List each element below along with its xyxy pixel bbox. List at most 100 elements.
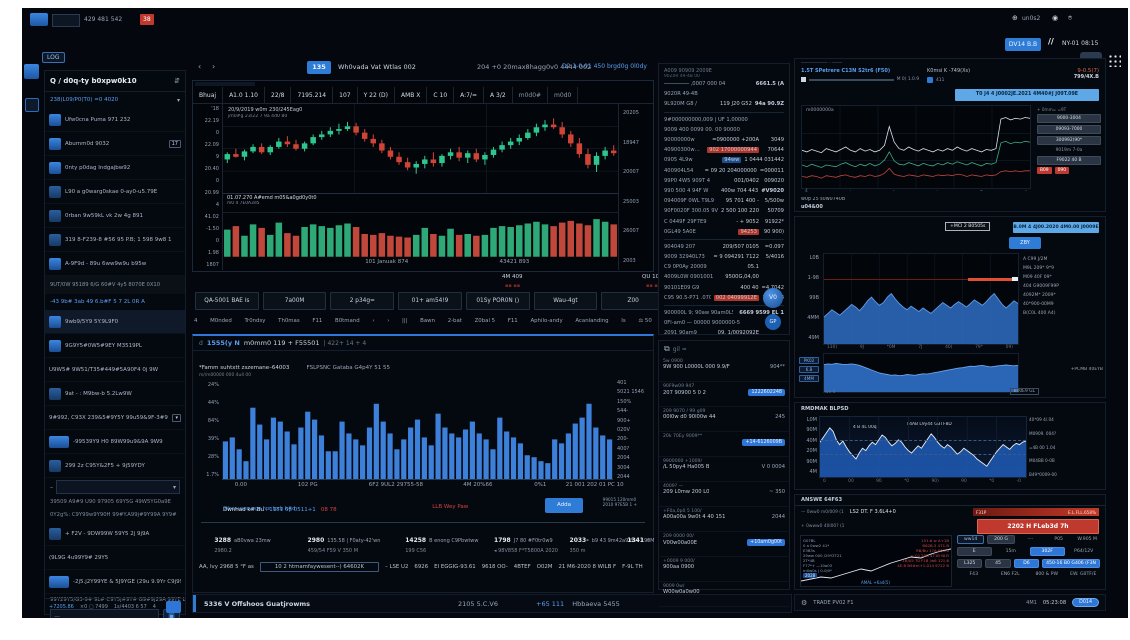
order-button[interactable]: ····	[1027, 537, 1034, 542]
footer-tool[interactable]: M0nded	[210, 318, 232, 324]
index-line-chart[interactable]: 4 B 4L 00q I 4AB L9y44 G3TF8D	[819, 416, 1027, 478]
ohlc-segment[interactable]: m0d0	[548, 87, 579, 103]
ohlc-segment[interactable]: 7195.214	[291, 87, 334, 103]
quote-row[interactable]: 90000000w =0900000 +200A 3049	[664, 137, 784, 144]
multi-line-chart[interactable]: m0000000a	[801, 105, 1031, 189]
chart-action-button[interactable]: 01+ am54!9	[398, 292, 462, 310]
chart-action-button[interactable]: 7a00M	[262, 292, 327, 310]
quote-row[interactable]: 4009L0W 0901001 9500G,04,00	[664, 274, 759, 281]
order-button[interactable]: W.905 M	[1077, 537, 1097, 542]
ohlc-segment[interactable]: C 10	[427, 87, 455, 103]
quote-row[interactable]: 90F0020F 300.05 9V 2 500 100 220 50709	[664, 208, 784, 215]
form-row[interactable]: 90F9w09 947 207 90900 5 0 2 1222602248	[659, 382, 789, 407]
order-button[interactable]: EW. G0TF/E	[1070, 572, 1097, 577]
sidebar-item[interactable]: 0rban 9w59kL vk 2w 4g 891	[45, 204, 185, 228]
sidebar-item[interactable]: -2j5.j2Y99YE & 5J9YGE (29u 9.9Yr C9j99YG	[45, 570, 185, 595]
side-button[interactable]: 300992(90*	[1037, 136, 1101, 145]
terminal-id-box[interactable]	[52, 14, 80, 27]
chart-action-button[interactable]: QA-5001 BAE is	[195, 292, 259, 310]
sort-icon[interactable]: ⇵	[174, 77, 180, 85]
sidebar-item[interactable]: U9W5# 9W51/T35#449#5A90F4 0j 9W	[45, 358, 185, 382]
zby-button[interactable]: ZBY	[1009, 237, 1041, 249]
form-row[interactable]: 4009? —209 L0mw 200 L0 ~ 350	[659, 482, 789, 507]
quote-row[interactable]: 9009 400 0099 00. 00 90000	[664, 126, 740, 133]
footer-tool[interactable]: 4	[194, 318, 198, 324]
quote-row[interactable]: 0Fl-am0 — 00000 9000000-5	[664, 320, 741, 327]
quote-row[interactable]: 9#000000000,009 | UF 1,00000	[664, 111, 784, 125]
quote-row[interactable]: 2091 90am9 09. 1/0092092E	[664, 330, 759, 337]
session-button[interactable]: DV14 B.B	[1005, 38, 1041, 51]
form-row[interactable]: +F0a,0p0 5 100/A00a00a 9w0t 4 40 151 2044	[659, 507, 789, 532]
footer-tool[interactable]: Tr0ndsy	[244, 318, 266, 324]
sidebar-item[interactable]: 319 8-F239-8 #56 95 P.B; 1 598 9w8 1	[45, 228, 185, 252]
chart-action-button[interactable]: 01Sy POR0N ()	[465, 292, 530, 310]
footer-tool[interactable]: F11	[312, 318, 323, 324]
range-slider[interactable]: M 0) 1.0.9	[801, 77, 919, 82]
sidebar-item[interactable]: 9at - : M9bw-b 5.2Lw9W	[45, 382, 185, 406]
quote-row[interactable]: 0905 4L9w 94ww 1 0444 031442	[664, 157, 784, 164]
footer-tool[interactable]: Is	[621, 318, 626, 324]
ohlc-segment[interactable]: 22/8	[265, 87, 292, 103]
chart-action-button[interactable]: Z00	[601, 292, 666, 310]
sell-button[interactable]: B09	[1037, 167, 1052, 174]
form-row-button[interactable]: 1222602248	[748, 389, 785, 396]
sidebar-item[interactable]: 0nty p0dag Indgajbw92	[45, 156, 185, 180]
ticker-segment[interactable]: 21 M6-2020 8 WILB F	[558, 564, 617, 570]
globe-icon[interactable]: ⊕	[1012, 14, 1018, 22]
side-button[interactable]: 9000-3004	[1037, 114, 1101, 123]
nav-forward-icon[interactable]: ›	[212, 62, 216, 71]
rail-icon-monitor[interactable]	[25, 98, 39, 112]
ohlc-segment[interactable]: A 3/2	[484, 87, 513, 103]
depth-list-item[interactable]: 404 G9009F99P	[1023, 284, 1059, 289]
log-tab[interactable]: LOG	[42, 52, 65, 63]
series-checkbox[interactable]	[927, 77, 933, 83]
sidebar-item[interactable]: Abumm0d 9032 17	[45, 132, 185, 156]
order-button[interactable]: P64/12V	[1074, 549, 1094, 554]
form-row[interactable]: 209 9070 / 99 g09 00l0w d0 90l00w 44 245	[659, 407, 789, 432]
ohlc-segment[interactable]: A:7/=	[454, 87, 485, 103]
footer-tool[interactable]: ⚖ 50	[638, 318, 652, 324]
sidebar-item[interactable]: L90 a g0warg0skae 0-ay0-u5.79E	[45, 180, 185, 204]
section-2-row[interactable]: -43 9b# 3ab 49 6.b#F 5 7 2L 0R A	[50, 299, 145, 305]
footer-tool[interactable]: F11	[507, 318, 518, 324]
sidebar-item[interactable]: 9wb9/5Y9 5Y.9L9F0	[45, 310, 185, 334]
quote-row[interactable]: 99P0 4W5 909T 4 001/0402 009020	[664, 177, 784, 184]
order-button[interactable]: F43	[969, 572, 979, 577]
order-button[interactable]: ww14	[957, 535, 985, 544]
quote-row[interactable]: 094009F 0WL T9L9 95 701 400 -5/500w	[664, 198, 784, 205]
sidebar-item[interactable]: -99539Y9 H0 89W99u9&9A 9W9	[45, 430, 185, 454]
ticker-segment[interactable]: 6926	[414, 564, 429, 570]
depth-list-item[interactable]: M09 40F 09*	[1023, 275, 1052, 280]
sidebar-input[interactable]: —	[50, 609, 159, 618]
volume-chart[interactable]	[223, 213, 618, 258]
ohlc-segment[interactable]: m0d0#	[513, 87, 549, 103]
connection-pill[interactable]: D014	[1072, 598, 1099, 607]
footer-tool[interactable]: B0tmand	[335, 318, 360, 324]
ohlc-segment[interactable]: A1.0 1.10	[223, 87, 265, 103]
chart-tab-1[interactable]: Wh0vada Vat Wtlas 002	[338, 63, 416, 71]
mode-chip[interactable]: +MCI 2 B0505s	[945, 222, 991, 231]
chevron-down-icon[interactable]: ▾	[176, 96, 180, 104]
footer-tool[interactable]: Acanlanding	[575, 318, 609, 324]
form-row[interactable]: 20k 70Ey 9009** +14-6126009B	[659, 432, 789, 457]
order-mini-chart[interactable]: G07BL 0 a 0ww2 41* E3B3s 29ww 000 /29Y2T21 2…	[800, 535, 952, 587]
watchlist-section-row[interactable]: 238(L09/P0(T0) =0 4020 ▾	[45, 92, 185, 108]
slider-handle[interactable]	[801, 77, 806, 82]
promo-banner-button[interactable]: T0 J4 4 J0002JE.2021 4M40#J J09T.09E	[955, 89, 1099, 101]
ohlc-segment[interactable]: AMB X	[395, 87, 428, 103]
ticker-segment[interactable]: 10 2 htmamfaywesent--) 64602K	[259, 562, 380, 572]
quote-row[interactable]: 904049 207 209/507 0105 =0.097	[664, 238, 784, 252]
quote-row[interactable]: C 0449F 29F7E9- + 9052 91922*	[664, 218, 784, 225]
form-row[interactable]: 9009 0w/W00w0a0w00	[659, 582, 789, 607]
ticker-segment[interactable]: F-9L TH	[622, 564, 643, 570]
user-icon[interactable]: ◉	[1052, 14, 1059, 22]
ohlc-segment[interactable]: 107	[333, 87, 358, 103]
footer-tool[interactable]: Th0mas	[278, 318, 300, 324]
sidebar-select[interactable]: ▾	[56, 480, 180, 494]
side-button[interactable]: F9022 40 B	[1037, 156, 1101, 165]
timeline-entry[interactable]: 2980 135.58 | F0aty-42'wn 459/54 F59 V 350…	[307, 537, 381, 554]
form-row-button[interactable]: +14-6126009B	[742, 439, 785, 446]
chip[interactable]: 4MM	[799, 375, 819, 382]
nav-back-icon[interactable]: ‹	[198, 62, 202, 71]
